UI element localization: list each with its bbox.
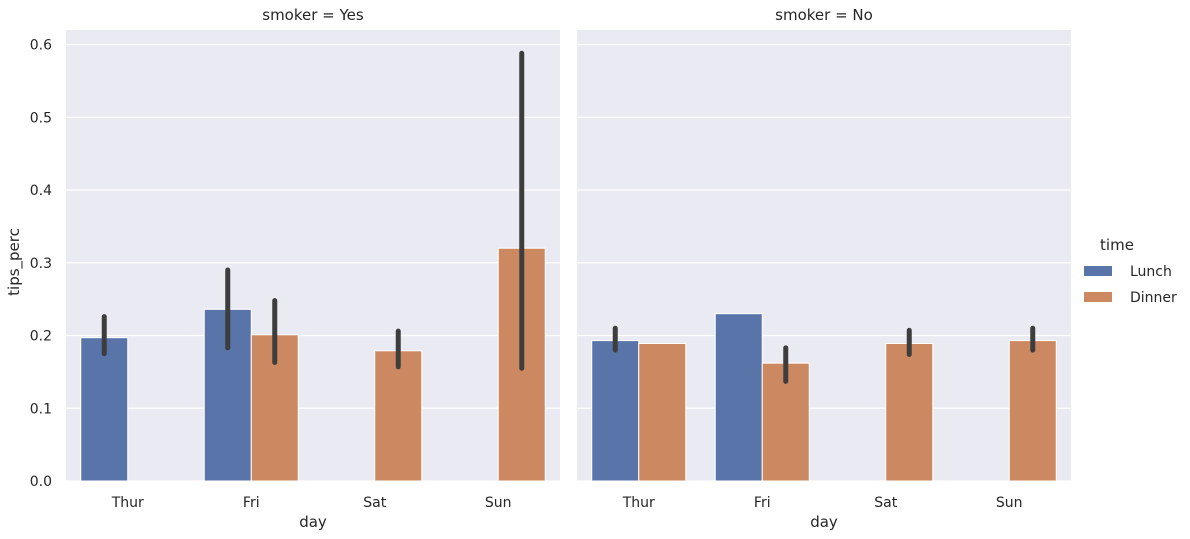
x-tick-label: Sat — [874, 495, 897, 511]
panel-smoker-yes: Thur Fri Sat Sun day smoker = Yes — [66, 6, 560, 531]
legend-label-lunch: Lunch — [1130, 264, 1172, 280]
legend: time Lunch Dinner — [1084, 236, 1177, 306]
legend-swatch-lunch — [1084, 266, 1112, 276]
y-tick-label: 0.2 — [30, 329, 52, 345]
x-tick-label: Thur — [111, 495, 144, 511]
legend-title: time — [1100, 236, 1134, 254]
panel-title: smoker = Yes — [262, 6, 364, 24]
y-tick-label: 0.3 — [30, 256, 52, 272]
x-tick-label: Fri — [243, 495, 260, 511]
x-tick-label: Fri — [754, 495, 771, 511]
x-axis-title: day — [299, 513, 327, 531]
bar-dinner-thur — [638, 343, 687, 482]
bar-dinner-sat — [885, 343, 934, 482]
panel-background — [66, 30, 560, 481]
bar-lunch-thur — [80, 337, 129, 482]
legend-swatch-dinner — [1084, 292, 1112, 302]
x-tick-label: Sun — [485, 495, 512, 511]
y-axis: 0.0 0.1 0.2 0.3 0.4 0.5 0.6 — [30, 38, 52, 490]
y-axis-title: tips_perc — [5, 228, 24, 296]
bar-lunch-thur — [591, 340, 640, 482]
x-tick-label: Sat — [363, 495, 386, 511]
x-tick-label: Thur — [622, 495, 655, 511]
x-axis-title: day — [810, 513, 838, 531]
bar-dinner-sat — [374, 350, 423, 482]
bar-lunch-fri — [714, 313, 763, 482]
y-tick-label: 0.5 — [30, 110, 52, 126]
y-tick-label: 0.6 — [30, 38, 52, 54]
y-tick-label: 0.1 — [30, 401, 52, 417]
panel-smoker-no: Thur Fri Sat Sun day smoker = No — [577, 6, 1071, 531]
bar-dinner-sun — [1008, 340, 1057, 482]
y-tick-label: 0.0 — [30, 474, 52, 490]
y-tick-label: 0.4 — [30, 183, 52, 199]
x-tick-label: Sun — [996, 495, 1023, 511]
legend-label-dinner: Dinner — [1130, 290, 1177, 306]
panel-title: smoker = No — [775, 6, 873, 24]
